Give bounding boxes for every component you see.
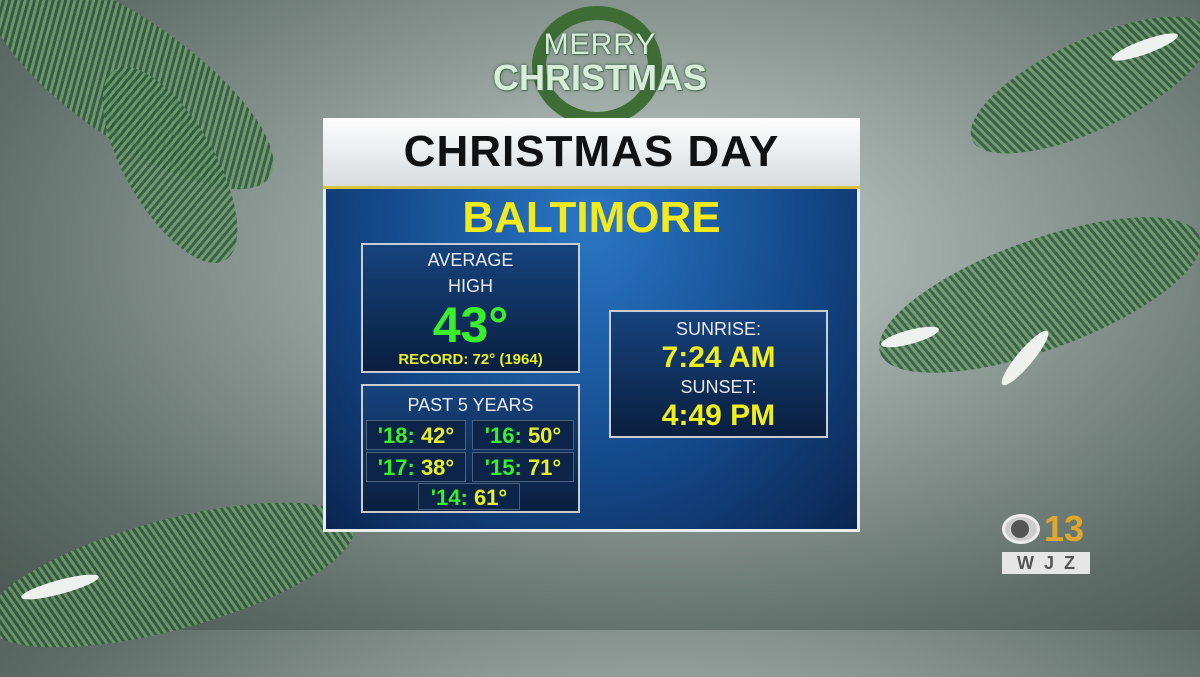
- merry-christmas-logo: MERRY CHRISTMAS: [490, 30, 710, 96]
- sun-times-box: SUNRISE: 7:24 AM SUNSET: 4:49 PM: [609, 310, 828, 438]
- sunset-time: 4:49 PM: [661, 399, 776, 432]
- cbs-eye-pupil: [1011, 520, 1029, 538]
- year: '15:: [484, 455, 522, 480]
- cbs-wjz-logo: 13 WJZ: [1000, 510, 1092, 576]
- banner-line2: CHRISTMAS: [493, 57, 707, 98]
- sunrise-label: SUNRISE:: [675, 319, 762, 339]
- year: '17:: [377, 455, 415, 480]
- banner-line1: MERRY: [543, 28, 657, 61]
- city-name: BALTIMORE: [462, 193, 721, 242]
- pine-branch: [861, 185, 1200, 405]
- weather-board: CHRISTMAS DAY BALTIMORE AVERAGE HIGH 43°…: [323, 118, 860, 532]
- sunrise-time: 7:24 AM: [661, 341, 776, 374]
- channel-number: 13: [1044, 508, 1085, 549]
- temp: 50°: [527, 423, 562, 448]
- year: '18:: [377, 423, 415, 448]
- pine-branch: [953, 0, 1200, 181]
- average-high-box: AVERAGE HIGH 43° RECORD: 72° (1964): [361, 243, 580, 373]
- year-cell: '17: 38°: [366, 452, 466, 482]
- call-letters: WJZ: [1002, 552, 1090, 574]
- past-years-title: PAST 5 YEARS: [407, 395, 534, 415]
- year: '16:: [484, 423, 522, 448]
- temp: 61°: [473, 485, 508, 510]
- temp: 42°: [420, 423, 455, 448]
- average-label: AVERAGE: [427, 250, 514, 270]
- divider: [323, 186, 860, 189]
- info-panel: BALTIMORE AVERAGE HIGH 43° RECORD: 72° (…: [326, 189, 857, 529]
- year: '14:: [430, 485, 468, 510]
- record-text: RECORD: 72° (1964): [398, 351, 543, 368]
- high-label: HIGH: [448, 276, 493, 296]
- average-high-value: 43°: [432, 297, 509, 353]
- temp: 38°: [420, 455, 455, 480]
- pine-branch: [0, 472, 368, 677]
- temp: 71°: [527, 455, 562, 480]
- past-years-box: PAST 5 YEARS '18: 42° '16: 50° '17: 38° …: [361, 384, 580, 513]
- year-cell: '15: 71°: [472, 452, 574, 482]
- year-cell: '16: 50°: [472, 420, 574, 450]
- sunset-label: SUNSET:: [680, 377, 757, 397]
- board-title: CHRISTMAS DAY: [323, 118, 860, 186]
- year-cell: '14: 61°: [418, 483, 520, 510]
- year-cell: '18: 42°: [366, 420, 466, 450]
